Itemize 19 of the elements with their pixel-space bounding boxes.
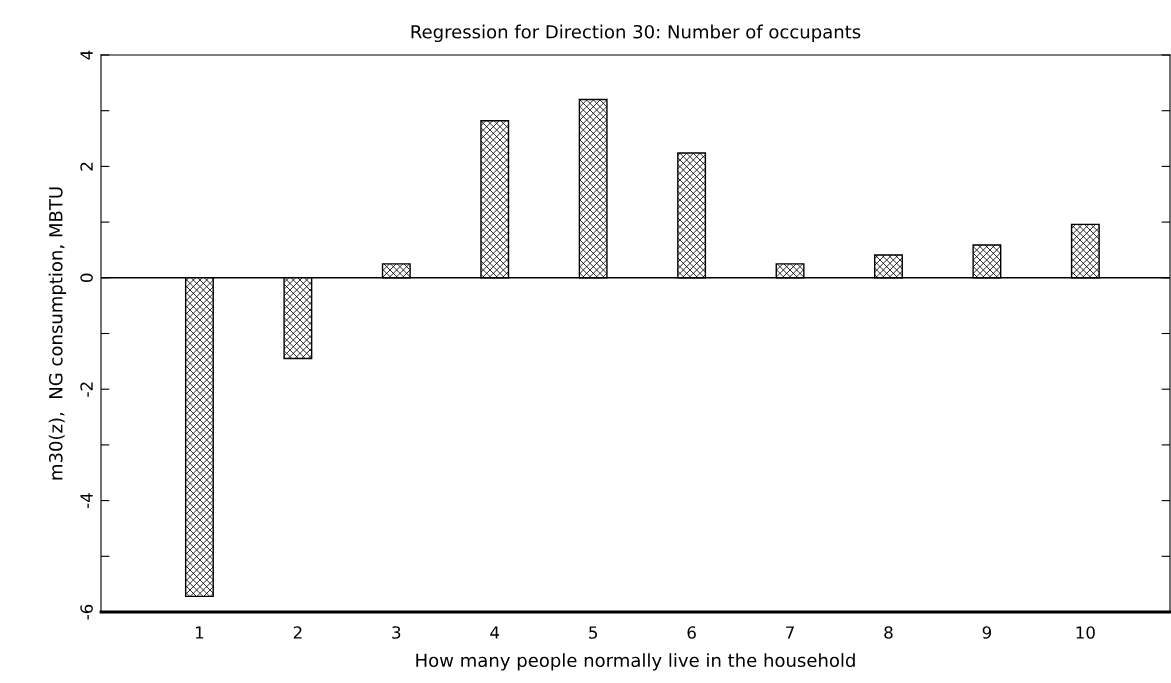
y-tick-label: 2 [80,162,93,171]
x-tick-label: 6 [687,626,696,639]
x-tick-label: 10 [1076,626,1095,639]
x-tick-label: 4 [490,626,500,639]
y-tick-label: -2 [80,382,93,397]
x-tick-label: 2 [293,626,302,639]
x-tick-label: 5 [589,626,598,639]
y-tick-label: 4 [80,50,93,60]
x-tick-label: 9 [982,626,992,639]
x-tick-label: 8 [884,626,893,639]
y-tick-label: 0 [80,273,93,282]
chart-title: Regression for Direction 30: Number of occupants [411,24,861,43]
x-tick-label: 3 [392,626,401,639]
y-tick-label: -6 [80,604,93,620]
x-tick-label: 7 [786,626,794,639]
x-tick-label: 1 [195,626,204,639]
y-axis-title: m30(z), NG consumption, MBTU [48,187,67,480]
y-tick-label: -4 [80,493,93,509]
x-axis-title: How many people normally live in the household [416,653,855,671]
